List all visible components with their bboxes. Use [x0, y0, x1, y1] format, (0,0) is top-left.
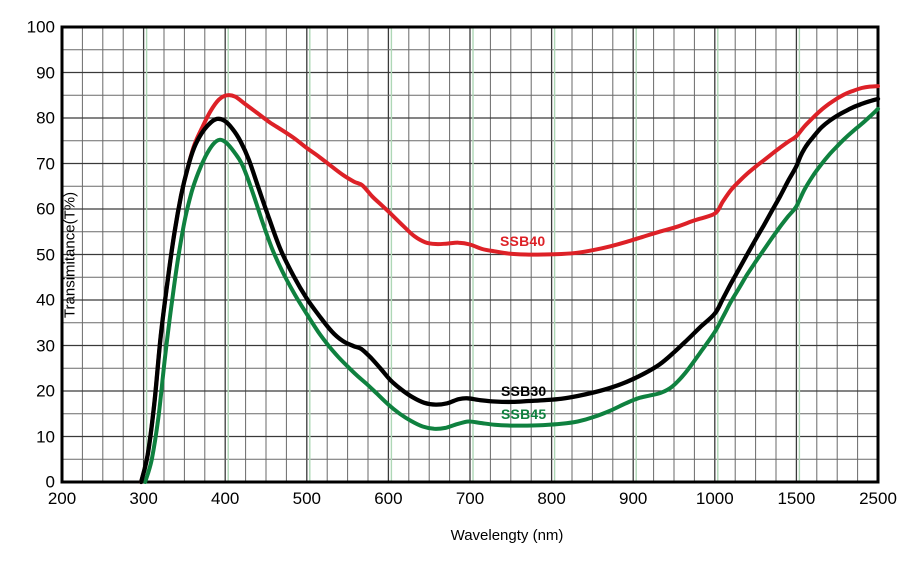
- x-tick-label: 700: [455, 489, 485, 508]
- series-curve-ssb30: [139, 96, 881, 485]
- y-tick-label: 30: [36, 336, 55, 355]
- x-tick-label: 1000: [695, 489, 734, 508]
- y-tick-label: 70: [36, 154, 55, 173]
- x-axis-title: Wavelengty (nm): [450, 527, 564, 544]
- x-tick-label: 600: [374, 489, 403, 508]
- x-tick-label: 200: [47, 489, 77, 508]
- y-tick-label: 20: [36, 381, 55, 401]
- series-label-ssb40: SSB40: [500, 233, 546, 249]
- y-tick-label: 40: [36, 290, 55, 310]
- y-tick-label: 0: [45, 472, 55, 492]
- series-curve-ssb40: [139, 84, 880, 484]
- x-tick-label: 500: [292, 489, 321, 508]
- series-label-ssb45: SSB45: [501, 406, 547, 422]
- y-tick-label: 100: [26, 17, 55, 37]
- x-tick-label: 800: [537, 489, 566, 508]
- plot-border: [60, 25, 880, 484]
- y-axis-title: Transimitance(T%): [61, 191, 79, 319]
- x-tick-label: 900: [619, 489, 648, 508]
- y-tick-label: 50: [36, 245, 55, 264]
- x-tick-label: 1500: [777, 489, 816, 508]
- y-tick-label: 60: [36, 199, 55, 219]
- y-tick-label: 10: [36, 427, 55, 446]
- series-label-ssb30: SSB30: [501, 383, 547, 399]
- x-tick-label: 300: [129, 489, 158, 508]
- x-tick-label: 400: [211, 489, 240, 508]
- y-tick-label: 90: [36, 63, 55, 82]
- y-tick-label: 80: [36, 108, 55, 128]
- x-tick-label: 2500: [859, 489, 897, 508]
- series-curve-ssb45: [143, 106, 880, 484]
